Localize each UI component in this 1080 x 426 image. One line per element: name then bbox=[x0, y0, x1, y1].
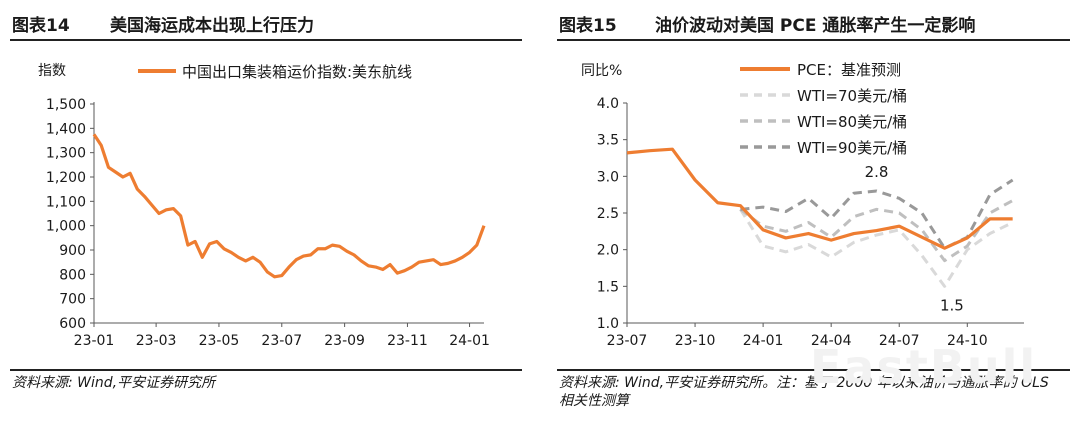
x-tick-label: 23-07 bbox=[261, 333, 302, 349]
right-source-bar: 资料来源: Wind,平安证券研究所。注：基于 2000 年以来油价与通胀率的 … bbox=[557, 369, 1070, 409]
y-tick-label: 4.0 bbox=[597, 96, 619, 112]
right-figure-title: 油价波动对美国 PCE 通胀率产生一定影响 bbox=[655, 16, 976, 36]
series-line bbox=[92, 133, 486, 279]
y-tick-label: 2.0 bbox=[597, 243, 619, 259]
series-line bbox=[739, 208, 1014, 288]
y-tick-label: 800 bbox=[59, 267, 86, 283]
x-tick-label: 23-05 bbox=[199, 333, 240, 349]
x-tick-label: 24-04 bbox=[811, 333, 852, 349]
legend-label: WTI=80美元/桶 bbox=[797, 113, 907, 131]
y-tick-label: 1,400 bbox=[46, 121, 86, 137]
right-panel: 图表15 油价波动对美国 PCE 通胀率产生一定影响 1.0 1.5 2.0 2.5 3… bbox=[557, 0, 1070, 426]
right-figure-number: 图表15 bbox=[559, 16, 617, 36]
x-tick-label: 24-07 bbox=[879, 333, 920, 349]
y-tick-label: 1,100 bbox=[46, 194, 86, 210]
left-panel: 图表14 美国海运成本出现上行压力 600 700 800 900 1,000 1,100… bbox=[10, 0, 522, 426]
x-tick-label: 24-01 bbox=[449, 333, 490, 349]
pce-oil-chart: 1.0 1.5 2.0 2.5 3.0 3.5 4.0 23-07 23-10 24-01 24-0… bbox=[581, 61, 1024, 349]
right-title-bar: 图表15 油价波动对美国 PCE 通胀率产生一定影响 bbox=[557, 9, 1070, 41]
y-tick-label: 1.0 bbox=[597, 316, 619, 332]
left-title-bar: 图表14 美国海运成本出现上行压力 bbox=[10, 9, 522, 41]
x-tick-label: 23-11 bbox=[387, 333, 428, 349]
legend-label: WTI=90美元/桶 bbox=[797, 139, 907, 157]
y-tick-label: 1,200 bbox=[46, 170, 86, 186]
legend-label: 中国出口集装箱运价指数:美东航线 bbox=[182, 63, 412, 81]
left-figure-title: 美国海运成本出现上行压力 bbox=[110, 16, 314, 36]
series-line bbox=[739, 199, 1014, 263]
x-tick-label: 23-07 bbox=[607, 333, 648, 349]
left-source-bar: 资料来源: Wind,平安证券研究所 bbox=[10, 369, 522, 391]
x-tick-label: 24-01 bbox=[743, 333, 784, 349]
container-freight-chart: 600 700 800 900 1,000 1,100 1,200 1,300 1,400 1,5… bbox=[38, 63, 490, 349]
left-figure-number: 图表14 bbox=[12, 16, 70, 36]
y-axis-label: 同比% bbox=[581, 63, 622, 79]
y-tick-label: 2.5 bbox=[597, 206, 619, 222]
watermark-logo: EastBull bbox=[810, 340, 1038, 394]
y-tick-label: 1,000 bbox=[46, 219, 86, 235]
y-tick-label: 1,500 bbox=[46, 97, 86, 113]
y-tick-label: 700 bbox=[59, 292, 86, 308]
y-tick-label: 900 bbox=[59, 243, 86, 259]
y-tick-label: 1.5 bbox=[597, 279, 619, 295]
y-tick-label: 3.5 bbox=[597, 133, 619, 149]
x-tick-label: 23-03 bbox=[136, 333, 177, 349]
y-axis-label: 指数 bbox=[38, 63, 66, 79]
series-line bbox=[626, 147, 1013, 250]
right-source-note: 资料来源: Wind,平安证券研究所。注：基于 2000 年以来油价与通胀率的 … bbox=[559, 375, 1049, 409]
legend-label: WTI=70美元/桶 bbox=[797, 87, 907, 105]
legend-label: PCE：基准预测 bbox=[797, 61, 901, 79]
y-tick-label: 1,300 bbox=[46, 146, 86, 162]
x-tick-label: 24-10 bbox=[947, 333, 988, 349]
x-tick-label: 23-09 bbox=[324, 333, 365, 349]
annotation-label: 2.8 bbox=[865, 163, 889, 181]
y-tick-label: 3.0 bbox=[597, 169, 619, 185]
x-tick-label: 23-10 bbox=[675, 333, 716, 349]
annotation-label: 1.5 bbox=[940, 296, 964, 314]
x-tick-label: 23-01 bbox=[74, 333, 115, 349]
y-tick-label: 600 bbox=[59, 316, 86, 332]
left-source-note: 资料来源: Wind,平安证券研究所 bbox=[12, 375, 216, 391]
